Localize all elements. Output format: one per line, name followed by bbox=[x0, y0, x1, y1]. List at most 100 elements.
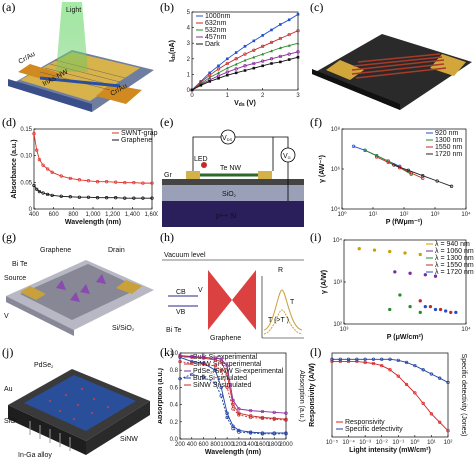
series-line bbox=[191, 51, 299, 91]
electrode-left bbox=[18, 64, 62, 82]
series-line bbox=[332, 358, 449, 383]
data-point bbox=[413, 391, 417, 395]
data-point bbox=[132, 180, 136, 185]
data-point bbox=[346, 359, 351, 364]
y-tick-label: 0.2 bbox=[170, 420, 179, 426]
data-point bbox=[252, 61, 256, 66]
data-point bbox=[213, 368, 217, 372]
y-tick-label: 2 bbox=[187, 57, 191, 63]
data-point bbox=[278, 36, 282, 41]
data-point bbox=[219, 357, 223, 361]
data-point bbox=[234, 51, 238, 54]
x-tick-label: 10¹ bbox=[427, 440, 436, 446]
light-text: Light bbox=[66, 7, 81, 14]
nanowire bbox=[39, 76, 121, 88]
x-tick-label: 1600 bbox=[256, 442, 270, 448]
x-tick-label: 10⁰ bbox=[410, 439, 420, 446]
data-point bbox=[421, 174, 425, 178]
y-tick-label: 0.8 bbox=[170, 368, 179, 374]
data-point bbox=[225, 66, 229, 70]
data-point bbox=[338, 357, 342, 361]
y-tick-label: 10⁴ bbox=[331, 206, 341, 213]
x-tick-label: 1800 bbox=[268, 442, 282, 448]
data-point bbox=[249, 414, 253, 418]
data-point bbox=[225, 61, 229, 66]
panel-h: (h) Vacuum level CB VB Bi Te Graphene V … bbox=[158, 230, 308, 345]
data-point bbox=[446, 429, 450, 433]
y-tick-label: 10⁴ bbox=[333, 237, 343, 244]
x-tick-label: 10⁻³ bbox=[359, 440, 371, 446]
data-point bbox=[45, 167, 50, 171]
data-point bbox=[449, 310, 453, 315]
data-point bbox=[150, 196, 154, 200]
data-point bbox=[219, 394, 223, 398]
vb-text: VB bbox=[176, 309, 186, 316]
y-tick-label: 3 bbox=[187, 41, 191, 47]
contact-left bbox=[186, 171, 200, 179]
x-tick-label: 2 bbox=[261, 93, 265, 99]
panel-b: (b) 0 1 2 3 0 1 2 3 4 5 Vds (V) Ids(nA) 1000nm 632nm… bbox=[158, 0, 308, 115]
data-point bbox=[104, 196, 109, 200]
data-point bbox=[178, 359, 182, 364]
data-point bbox=[388, 357, 392, 361]
legend-label: λ = 940 nm bbox=[435, 241, 470, 248]
data-point bbox=[392, 163, 396, 167]
t2-text: T (>T ) bbox=[268, 317, 289, 324]
legend-label: Dark bbox=[205, 41, 220, 48]
data-point bbox=[270, 62, 273, 65]
series-line bbox=[33, 133, 152, 184]
data-point bbox=[141, 181, 145, 185]
legend-label: Bulk Si-experimental bbox=[193, 354, 258, 361]
vg-text: V bbox=[4, 313, 9, 320]
sio2-layer bbox=[162, 185, 304, 201]
data-point bbox=[243, 58, 247, 62]
y-tick-label: 0.6 bbox=[170, 385, 179, 391]
panel-g: (g) Graphene Bi Te Source Drain V Si/SiO… bbox=[0, 230, 158, 345]
data-point bbox=[150, 181, 154, 185]
plot-frame bbox=[191, 11, 299, 91]
gamma-power-chart: 10⁰ 10¹ 10² 10³ 10⁴ 10⁴ 10⁶ 10⁸ P (fWμm⁻²) γ (AW⁻… bbox=[319, 126, 471, 226]
data-point bbox=[296, 29, 300, 33]
data-point bbox=[32, 132, 36, 136]
data-point bbox=[435, 179, 439, 183]
legend-label: 1300 nm bbox=[435, 137, 462, 144]
y-tick-label: 5 bbox=[187, 10, 191, 16]
data-point bbox=[237, 428, 241, 433]
data-point bbox=[217, 64, 220, 68]
data-point bbox=[234, 67, 238, 71]
legend-label: Responsivity bbox=[345, 419, 385, 426]
data-point bbox=[249, 415, 253, 420]
data-point bbox=[278, 54, 282, 59]
data-point bbox=[234, 57, 238, 61]
data-point bbox=[260, 432, 265, 436]
led-text: LED bbox=[194, 156, 208, 163]
data-point bbox=[408, 271, 412, 275]
panel-e: (e) VDS VG LED Te NW Gr SiO2 p++ Si bbox=[158, 115, 308, 230]
data-point bbox=[284, 418, 288, 422]
x-tick-label: 0 bbox=[190, 93, 194, 99]
oxide-text: SiO2 bbox=[222, 191, 237, 198]
data-point bbox=[225, 411, 229, 415]
data-point bbox=[279, 60, 282, 64]
data-point bbox=[446, 380, 450, 385]
data-point bbox=[226, 57, 229, 61]
data-point bbox=[231, 407, 235, 411]
data-point bbox=[132, 196, 136, 200]
data-point bbox=[141, 196, 145, 200]
data-point bbox=[237, 430, 241, 434]
data-point bbox=[438, 420, 442, 424]
sinw-array bbox=[29, 421, 71, 451]
plot-frame bbox=[179, 352, 287, 440]
legend-label: PdSe₂/SiNW Si-experimental bbox=[193, 368, 284, 375]
data-point bbox=[330, 359, 334, 364]
absorbance-chart: 400 600 800 1,000 1,200 1,400 1,600 0 0.05 0.10 0.… bbox=[11, 127, 158, 226]
pad-right bbox=[430, 54, 466, 76]
data-point bbox=[213, 381, 217, 385]
data-point bbox=[433, 274, 438, 278]
data-point bbox=[272, 417, 276, 421]
data-point bbox=[351, 144, 356, 148]
panel-c-label: (c) bbox=[310, 0, 324, 14]
data-point bbox=[35, 187, 39, 191]
y-tick-label: 0.0 bbox=[170, 437, 179, 443]
data-point bbox=[296, 55, 300, 59]
